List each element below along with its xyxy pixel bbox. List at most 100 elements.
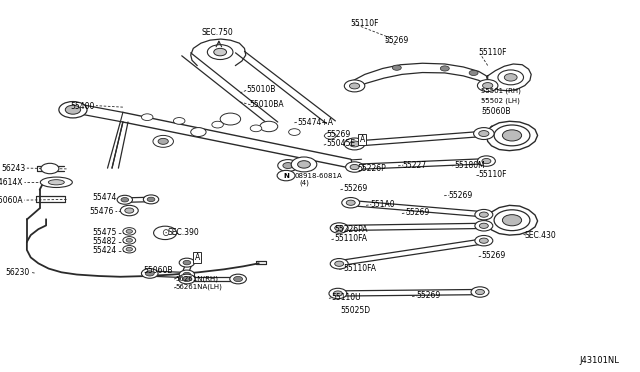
Text: 55110F: 55110F xyxy=(479,48,508,57)
Circle shape xyxy=(477,156,495,166)
Circle shape xyxy=(123,228,136,235)
Circle shape xyxy=(126,238,132,242)
Circle shape xyxy=(479,238,488,243)
Text: 55226P: 55226P xyxy=(357,164,386,173)
Circle shape xyxy=(479,223,488,228)
Circle shape xyxy=(260,121,278,132)
Text: 55110F: 55110F xyxy=(351,19,380,28)
Circle shape xyxy=(212,121,223,128)
Circle shape xyxy=(346,162,364,172)
Circle shape xyxy=(117,195,132,204)
Circle shape xyxy=(126,230,132,233)
Text: 55110FA: 55110FA xyxy=(343,264,376,273)
Circle shape xyxy=(504,74,517,81)
Circle shape xyxy=(183,260,191,265)
Circle shape xyxy=(179,274,195,284)
Circle shape xyxy=(333,291,342,296)
Circle shape xyxy=(154,226,177,240)
Circle shape xyxy=(498,70,524,85)
Circle shape xyxy=(342,198,360,208)
Circle shape xyxy=(283,163,293,169)
Circle shape xyxy=(329,288,347,299)
Text: 55269: 55269 xyxy=(416,291,440,300)
Circle shape xyxy=(477,80,498,92)
Circle shape xyxy=(349,141,360,147)
Circle shape xyxy=(41,163,59,174)
Circle shape xyxy=(153,135,173,147)
Text: 55010BA: 55010BA xyxy=(250,100,284,109)
Ellipse shape xyxy=(49,180,64,185)
Text: A: A xyxy=(195,253,200,262)
Text: J43101NL: J43101NL xyxy=(580,356,620,365)
Circle shape xyxy=(123,246,136,253)
Circle shape xyxy=(179,270,195,279)
Circle shape xyxy=(250,125,262,132)
Text: 55025D: 55025D xyxy=(340,307,371,315)
Text: 55180M: 55180M xyxy=(454,161,485,170)
Text: 55110FA: 55110FA xyxy=(334,234,367,243)
Text: N: N xyxy=(283,173,289,179)
Circle shape xyxy=(324,132,336,139)
Circle shape xyxy=(475,209,493,220)
Text: SEC.750: SEC.750 xyxy=(202,28,234,37)
Circle shape xyxy=(344,80,365,92)
Circle shape xyxy=(479,131,489,137)
Circle shape xyxy=(158,138,168,144)
Text: 55269: 55269 xyxy=(481,251,506,260)
Circle shape xyxy=(469,70,478,76)
Text: 08918-6081A: 08918-6081A xyxy=(294,173,342,179)
Text: 55501 (RH): 55501 (RH) xyxy=(481,88,521,94)
Text: 55474: 55474 xyxy=(92,193,116,202)
Circle shape xyxy=(121,198,129,202)
Circle shape xyxy=(220,113,241,125)
Circle shape xyxy=(120,205,138,216)
Circle shape xyxy=(214,48,227,56)
Circle shape xyxy=(207,45,233,60)
Text: 54614X: 54614X xyxy=(0,178,23,187)
Text: 55110U: 55110U xyxy=(332,293,361,302)
Circle shape xyxy=(191,128,206,137)
Circle shape xyxy=(179,258,195,267)
Text: 551A0: 551A0 xyxy=(370,200,394,209)
Text: 55060A: 55060A xyxy=(0,196,23,205)
Circle shape xyxy=(474,128,494,140)
Text: 55269: 55269 xyxy=(448,191,472,200)
Circle shape xyxy=(330,223,348,233)
Circle shape xyxy=(330,259,348,269)
Circle shape xyxy=(126,247,132,251)
Text: 56261NA(LH): 56261NA(LH) xyxy=(175,284,222,291)
Circle shape xyxy=(502,215,522,226)
Circle shape xyxy=(65,105,81,114)
Ellipse shape xyxy=(40,177,72,187)
Circle shape xyxy=(344,138,365,150)
Circle shape xyxy=(182,276,191,282)
Circle shape xyxy=(350,164,359,170)
Text: 55060B: 55060B xyxy=(143,266,173,275)
Text: 55424: 55424 xyxy=(92,246,116,255)
Text: SEC.390: SEC.390 xyxy=(168,228,200,237)
Circle shape xyxy=(278,160,298,171)
Text: 56243: 56243 xyxy=(1,164,26,173)
Circle shape xyxy=(475,221,493,231)
Circle shape xyxy=(335,261,344,266)
Circle shape xyxy=(479,212,488,217)
Text: 55475: 55475 xyxy=(92,228,116,237)
Circle shape xyxy=(502,130,522,141)
Circle shape xyxy=(143,195,159,204)
Text: 55269: 55269 xyxy=(326,130,351,139)
Circle shape xyxy=(141,114,153,121)
Circle shape xyxy=(123,237,136,244)
Text: 55060B: 55060B xyxy=(481,107,511,116)
Circle shape xyxy=(147,197,155,202)
Circle shape xyxy=(349,83,360,89)
Circle shape xyxy=(483,83,493,89)
Text: A: A xyxy=(360,135,365,144)
Circle shape xyxy=(335,225,344,231)
Text: 55269: 55269 xyxy=(406,208,430,217)
Circle shape xyxy=(289,129,300,135)
Text: 55227: 55227 xyxy=(402,161,426,170)
Circle shape xyxy=(482,158,491,164)
Text: 55474+A: 55474+A xyxy=(298,118,333,127)
Circle shape xyxy=(291,157,317,172)
Circle shape xyxy=(277,170,295,181)
